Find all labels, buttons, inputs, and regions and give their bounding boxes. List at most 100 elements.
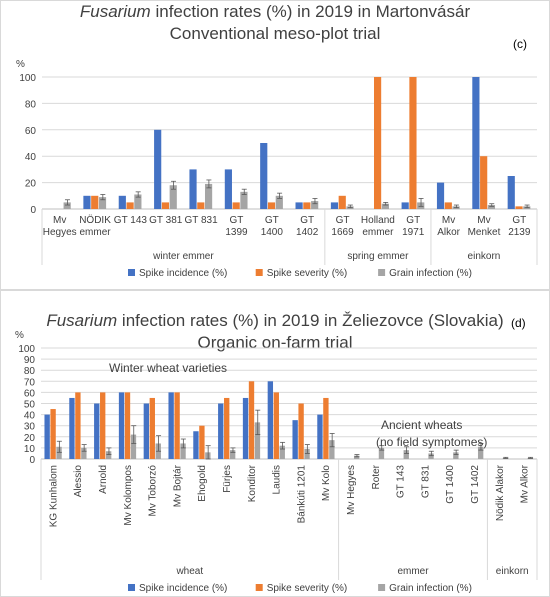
chart-d-group-label: wheat	[175, 566, 203, 577]
chart-c-category-label: GT 143	[114, 215, 148, 226]
chart-d-category-label: GT 143	[396, 465, 407, 499]
chart-d-bar	[174, 392, 180, 459]
chart-d-bar	[118, 392, 125, 459]
chart-d-ytick-label: 0	[29, 455, 35, 466]
chart-d-bar	[199, 425, 205, 459]
chart-c-category-label: GT	[512, 215, 526, 226]
chart-d-tag: (d)	[511, 316, 526, 330]
chart-c-bar	[381, 203, 389, 209]
chart-c-ytick-label: 0	[30, 205, 36, 216]
chart-d-category-label: Bánkúti 1201	[296, 465, 307, 524]
chart-c-subtitle: Conventional meso-plot trial	[169, 24, 381, 43]
chart-d-category-label: Mv Kolompos	[123, 465, 134, 526]
chart-c-category-label: 1669	[331, 227, 354, 238]
chart-c-bar	[409, 77, 417, 209]
chart-c-bar	[472, 77, 480, 209]
chart-d-bar	[403, 450, 409, 459]
chart-d-legend-swatch	[255, 584, 263, 591]
chart-d-bar	[105, 451, 112, 459]
chart-d-legend-label: Spike severity (%)	[267, 583, 348, 594]
chart-c-bar	[267, 202, 276, 209]
chart-c-bar	[436, 182, 445, 209]
chart-d-bar	[168, 392, 174, 459]
chart-d-category-label: Alessio	[73, 465, 84, 498]
chart-c-ylabel: %	[16, 59, 25, 70]
chart-d-group-label: emmer	[397, 566, 429, 577]
chart-c-bar	[374, 77, 382, 209]
chart-d-bar	[273, 392, 279, 459]
chart-c-bar	[91, 195, 99, 209]
chart-c-category-label: Menket	[468, 227, 501, 238]
chart-d-ytick-label: 60	[24, 388, 36, 399]
chart-d-bar	[193, 431, 199, 459]
chart-c-category-label: Mv	[53, 215, 66, 226]
chart-d-bar	[317, 414, 323, 459]
chart-c-title-italic: Fusarium	[79, 2, 151, 21]
chart-d-legend-swatch	[128, 584, 135, 591]
chart-c-bar	[260, 143, 268, 209]
chart-d-bar	[378, 447, 385, 459]
chart-d-annotation-winter-wheat: Winter wheat varieties	[109, 361, 227, 375]
chart-d-bar	[304, 449, 310, 459]
chart-d-bar	[50, 409, 56, 459]
chart-d-bar	[229, 450, 236, 459]
chart-d-bar	[353, 455, 360, 459]
chart-d-legend-swatch	[378, 584, 386, 591]
chart-c-bar	[275, 195, 283, 209]
chart-d-title: Fusarium infection rates (%) in 2019 in …	[1, 311, 549, 331]
chart-c-category-label: Hegyes	[43, 227, 77, 238]
chart-c-group-label: einkorn	[468, 251, 501, 262]
chart-d-category-label: Laudis	[272, 465, 283, 494]
chart-d-category-label: Mv Kolo	[321, 465, 332, 502]
chart-d-bar	[75, 392, 81, 459]
chart-d-group-label: einkorn	[496, 566, 529, 577]
chart-c-category-label: Mv	[442, 215, 455, 226]
chart-c-category-label: 1402	[296, 227, 319, 238]
chart-d-ytick-label: 80	[24, 366, 36, 377]
chart-c-category-label: NÖDIK	[79, 214, 111, 226]
chart-c-ytick-label: 80	[25, 99, 37, 110]
chart-d-bar	[329, 440, 335, 459]
chart-c-category-label: GT	[300, 215, 314, 226]
chart-c-bar	[63, 202, 71, 209]
chart-c-category-label: 2139	[508, 227, 531, 238]
chart-c-legend-label: Grain infection (%)	[389, 268, 472, 279]
chart-d-title-italic: Fusarium	[46, 311, 118, 330]
chart-c-legend-swatch	[255, 269, 263, 276]
chart-panel-c: Fusarium infection rates (%) in 2019 in …	[0, 0, 550, 290]
chart-c-bar	[169, 185, 177, 209]
chart-c-bar	[134, 194, 142, 209]
chart-c-bar	[118, 195, 126, 209]
chart-d-ytick-label: 30	[24, 422, 36, 433]
chart-c-bar	[507, 176, 515, 209]
chart-d-legend-label: Grain infection (%)	[389, 583, 472, 594]
chart-d-bar	[130, 434, 137, 459]
chart-c-bar	[444, 202, 452, 209]
chart-d-bar	[292, 420, 298, 459]
chart-c-ytick-label: 40	[25, 152, 37, 163]
chart-d-bar	[44, 414, 50, 459]
chart-c-category-label: Holland	[361, 215, 395, 226]
chart-c-ytick-label: 60	[25, 126, 37, 137]
chart-d-annotation-no-symptoms: (no field symptomes)	[376, 435, 487, 449]
chart-d-bar	[323, 397, 329, 459]
chart-d-bar	[149, 397, 155, 459]
chart-d-legend-label: Spike incidence (%)	[139, 583, 227, 594]
chart-d-subtitle: Organic on-farm trial	[197, 333, 353, 352]
chart-c-title: Fusarium infection rates (%) in 2019 in …	[1, 2, 549, 22]
chart-c-ytick-label: 20	[25, 179, 37, 190]
chart-d-ytick-label: 100	[18, 344, 35, 355]
chart-d-ylabel: %	[15, 330, 24, 341]
chart-c-category-label: GT	[406, 215, 420, 226]
chart-c-bar	[515, 206, 523, 209]
chart-d-category-label: Ehogold	[197, 465, 208, 502]
chart-c-category-label: 1399	[225, 227, 248, 238]
chart-d-category-label: Mv Alkor	[520, 464, 531, 503]
chart-c-bar	[224, 169, 232, 209]
chart-d-bar	[69, 397, 75, 459]
chart-d-category-label: GT 831	[420, 465, 431, 499]
chart-c-bar	[401, 202, 409, 209]
